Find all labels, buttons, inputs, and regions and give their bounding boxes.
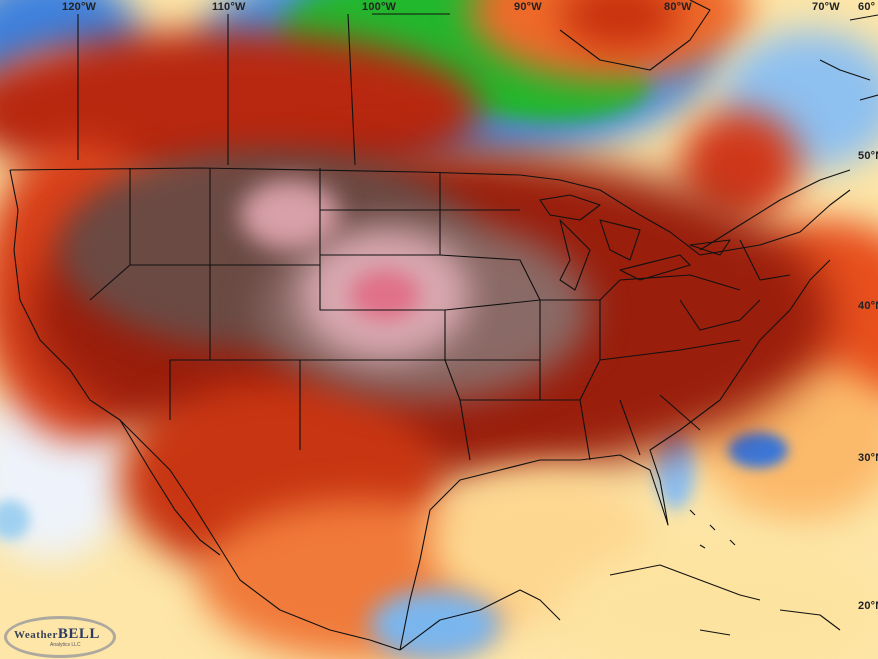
logo-swirl-icon	[4, 616, 116, 658]
hispaniola	[779, 609, 841, 631]
lake-superior	[539, 194, 601, 221]
pacific-coastline	[9, 169, 401, 651]
longitude-label-110w: 110°W	[212, 1, 246, 13]
longitude-label-90w: 90°W	[514, 1, 542, 13]
longitude-label-100w: 100°W	[362, 1, 397, 13]
lake-michigan	[559, 219, 591, 291]
logo-subtext: Analytics LLC	[50, 642, 81, 648]
jamaica	[699, 629, 731, 636]
latitude-label-20n: 20°N	[858, 600, 878, 612]
us-canada-border	[9, 167, 851, 256]
cuba	[609, 564, 761, 601]
atlantic-cool-spot	[728, 432, 788, 468]
gulf-atlantic-coastline	[399, 259, 831, 651]
longitude-label-70w: 70°W	[812, 1, 840, 13]
logo-text-prefix: Weather	[14, 629, 58, 641]
latitude-label-50n: 50°N	[858, 150, 878, 162]
latitude-label-30n: 30°N	[858, 452, 878, 464]
peak-warm-north	[240, 180, 340, 250]
lake-ontario	[689, 239, 731, 256]
lake-erie	[619, 254, 691, 281]
caribbean-neutral	[560, 540, 878, 659]
longitude-label-80w: 80°W	[664, 1, 692, 13]
longitude-label-60w: 60°	[858, 1, 876, 13]
latitude-label-40n: 40°N	[858, 300, 878, 312]
lake-huron	[599, 219, 641, 261]
longitude-label-120w: 120°W	[62, 1, 97, 13]
peak-warm-center	[350, 270, 420, 320]
hudson-bay-coast	[559, 0, 711, 71]
weatherbell-logo: WeatherBELL Analytics LLC	[4, 614, 116, 658]
logo-text-main: BELL	[57, 626, 100, 642]
